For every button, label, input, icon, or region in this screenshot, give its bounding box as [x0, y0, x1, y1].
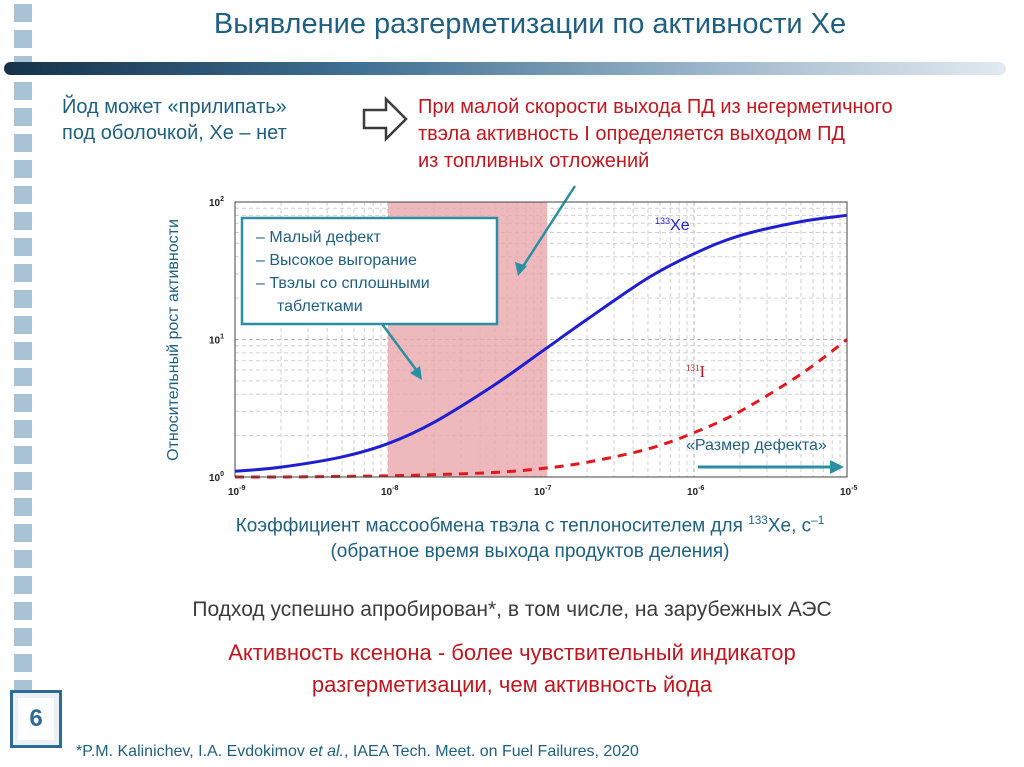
x-tick-label: 10-5	[840, 485, 857, 498]
x-axis-title-line: Коэффициент массообмена твэла с теплонос…	[150, 508, 910, 539]
plot-frame	[234, 201, 848, 478]
decorative-square	[14, 82, 32, 100]
right-arrow-icon	[362, 96, 408, 142]
callout-item: – Малый дефект	[256, 229, 381, 246]
conclusion-line: При малой скорости выхода ПД из негермет…	[418, 96, 893, 118]
page-title: Выявление разгерметизации по активности …	[213, 8, 847, 40]
tick-exponent: -9	[239, 485, 245, 492]
callout-item: – Твэлы со сплошными	[256, 275, 430, 292]
tick-exponent: -7	[545, 485, 551, 492]
title-underline-bar	[4, 62, 1006, 75]
callout-item: таблетками	[277, 298, 363, 315]
tick-base: 10	[840, 487, 852, 498]
y-tick-label: 101	[209, 334, 224, 347]
series-line-xe133	[234, 213, 848, 473]
decorative-square	[14, 394, 32, 412]
decorative-square	[14, 550, 32, 568]
decorative-square	[14, 576, 32, 594]
decorative-square	[14, 264, 32, 282]
approach-statement: Подход успешно апробирован*, в том числе…	[192, 598, 832, 621]
tick-exponent: 2	[220, 196, 224, 203]
decorative-square	[14, 238, 32, 256]
callout-pointer-arrowhead	[410, 366, 422, 380]
tick-base: 10	[534, 487, 546, 498]
footnote: *P.M. Kalinichev, I.A. Evdokimov et al.,…	[76, 743, 639, 761]
decorative-square	[14, 524, 32, 542]
tick-exponent: 1	[220, 334, 224, 341]
tick-base: 10	[228, 487, 240, 498]
decorative-square	[14, 654, 32, 672]
tick-exponent: -8	[392, 485, 398, 492]
conclusion-note: При малой скорости выхода ПД из негермет…	[418, 94, 893, 175]
decorative-square	[14, 290, 32, 308]
callout-item: – Высокое выгорание	[256, 252, 417, 269]
decorative-square	[14, 472, 32, 490]
decorative-square	[14, 316, 32, 334]
y-tick-label: 100	[209, 471, 224, 484]
decorative-square	[14, 342, 32, 360]
finding-line: Активность ксенона - более чувствительны…	[228, 640, 796, 665]
x-axis-title-exp: –1	[811, 514, 825, 527]
footnote-etal: et al.	[309, 743, 344, 760]
defect-size-label: «Размер дефекта»	[686, 437, 827, 454]
iodine-note: Йод может «прилипать» под оболочкой, Xe …	[62, 94, 287, 146]
series-label-sup: 133	[655, 216, 670, 226]
page-number: 6	[29, 705, 43, 732]
defect-size-arrowhead	[830, 460, 844, 474]
tick-base: 10	[687, 487, 699, 498]
finding-line: разгерметизации, чем активность йода	[311, 672, 713, 697]
decorative-square	[14, 628, 32, 646]
footnote-authors: *P.M. Kalinichev, I.A. Evdokimov	[76, 743, 310, 760]
decorative-square	[14, 498, 32, 516]
tick-base: 10	[209, 336, 221, 347]
series-label-name: Xe	[670, 217, 690, 234]
decorative-square	[14, 420, 32, 438]
callout-box	[240, 216, 499, 326]
x-axis-title-text: Коэффициент массообмена твэла с теплонос…	[235, 515, 749, 537]
decorative-side-strip	[14, 0, 36, 767]
conclusion-pointer-arrow	[520, 185, 577, 269]
iodine-note-line: Йод может «прилипать»	[62, 96, 287, 118]
tick-base: 10	[209, 473, 221, 484]
series-label-xe133: 133Xe	[655, 216, 690, 234]
tick-base: 10	[381, 487, 393, 498]
decorative-square	[14, 602, 32, 620]
y-axis-title: Относительный рост активности	[165, 219, 182, 461]
y-tick-label: 102	[209, 196, 224, 209]
conclusion-line: из топливных отложений	[418, 150, 650, 172]
decorative-square	[14, 368, 32, 386]
x-tick-label: 10-6	[687, 485, 704, 498]
series-label-sup: 131	[686, 363, 700, 373]
page-number-box: 6	[10, 690, 62, 748]
series-line-i131	[234, 338, 848, 479]
finding-statement: Активность ксенона - более чувствительны…	[0, 637, 1024, 701]
series-label-name: I	[700, 362, 706, 381]
x-axis-title: Коэффициент массообмена твэла с теплонос…	[150, 508, 910, 565]
x-tick-label: 10-8	[381, 485, 398, 498]
tick-exponent: 0	[220, 471, 224, 478]
callout-pointer-arrow	[380, 323, 422, 376]
decorative-square	[14, 160, 32, 178]
decorative-square	[14, 30, 32, 48]
x-axis-title-sup: 133	[748, 514, 768, 527]
series-label-i131: 131I	[686, 362, 706, 381]
iodine-note-line: под оболочкой, Xe – нет	[62, 122, 287, 144]
conclusion-pointer-arrowhead	[515, 262, 527, 276]
x-tick-label: 10-7	[534, 485, 551, 498]
decorative-square	[14, 212, 32, 230]
footnote-source: , IAEA Tech. Meet. on Fuel Failures, 202…	[343, 743, 639, 760]
tick-exponent: -6	[698, 485, 704, 492]
decorative-square	[14, 446, 32, 464]
tick-base: 10	[209, 198, 221, 209]
tick-exponent: -5	[851, 485, 857, 492]
decorative-square	[14, 134, 32, 152]
decorative-square	[14, 186, 32, 204]
x-axis-subtitle: (обратное время выхода продуктов деления…	[330, 541, 730, 563]
x-tick-label: 10-9	[228, 485, 245, 498]
x-axis-title-unit: Xe, с	[767, 515, 812, 537]
decorative-square	[14, 108, 32, 126]
conclusion-line: твэла активность I определяется выходом …	[418, 123, 846, 145]
decorative-square	[14, 4, 32, 22]
